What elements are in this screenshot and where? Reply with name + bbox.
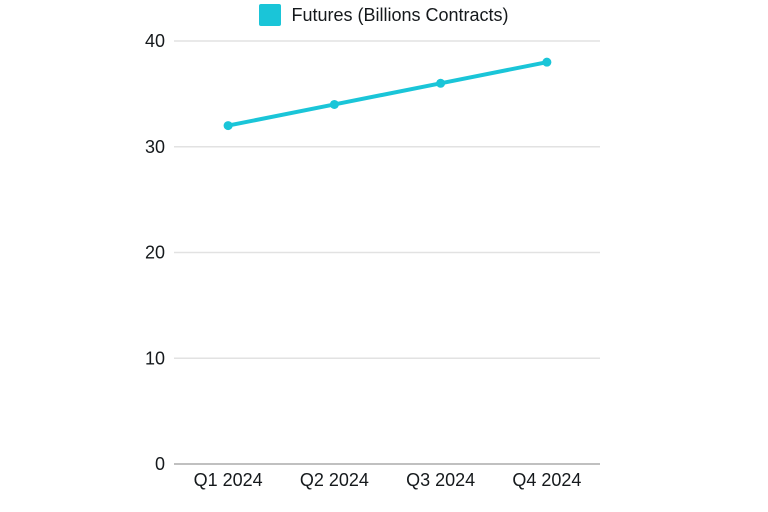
x-axis-tick-label: Q1 2024 (194, 470, 263, 490)
data-point-marker (436, 78, 446, 88)
y-axis-tick-label: 20 (145, 243, 165, 263)
y-axis-tick-label: 10 (145, 348, 165, 368)
legend-swatch-icon (259, 4, 282, 26)
y-axis-tick-label: 40 (145, 31, 165, 51)
data-point-marker (542, 57, 552, 67)
x-axis-tick-label: Q2 2024 (300, 470, 369, 490)
legend-label: Futures (Billions Contracts) (291, 5, 509, 25)
data-point-marker (329, 99, 339, 109)
x-axis-tick-label: Q3 2024 (406, 470, 475, 490)
x-axis-tick-label: Q4 2024 (512, 470, 581, 490)
y-axis-tick-label: 30 (145, 137, 165, 157)
series-line (226, 60, 549, 128)
data-point-marker (223, 121, 233, 131)
y-axis-tick-label: 0 (155, 454, 165, 474)
legend: Futures (Billions Contracts) (0, 4, 768, 26)
